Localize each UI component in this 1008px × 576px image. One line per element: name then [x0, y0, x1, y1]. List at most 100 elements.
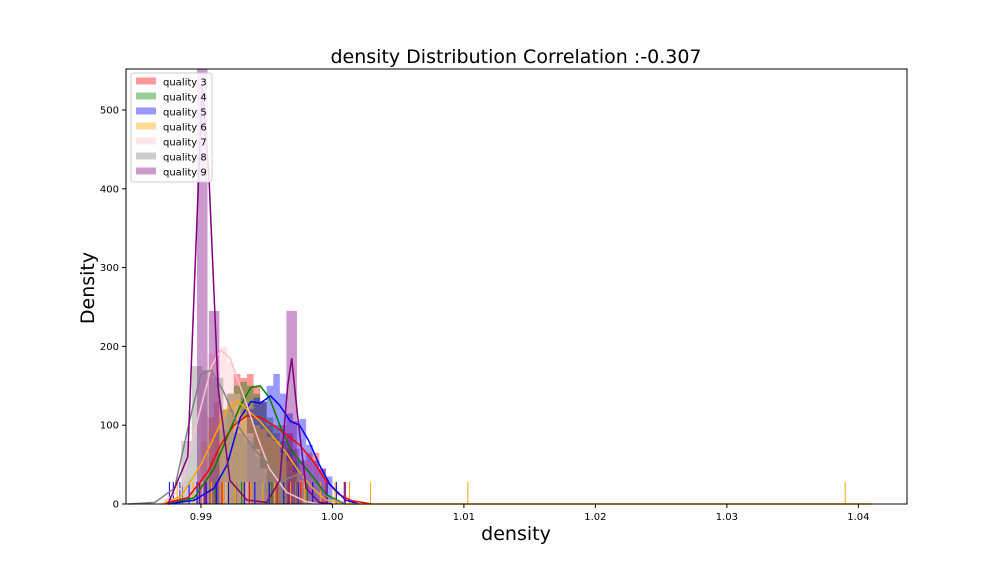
legend-label: quality 5 [163, 108, 207, 119]
hist-bar-3-2 [220, 429, 228, 504]
kde-line-quality-5 [167, 395, 359, 505]
hist-bar-7-8 [253, 448, 261, 504]
hist-bar-8-5 [233, 433, 245, 504]
hist-bar-7-1 [207, 354, 215, 504]
hist-bar-3-16 [312, 452, 320, 504]
kde-layer [128, 86, 872, 505]
hist-bar-4-9 [266, 417, 274, 504]
hist-bar-5-12 [325, 476, 333, 504]
hist-bar-7-3 [220, 346, 228, 504]
hist-bar-5-9 [306, 444, 313, 504]
legend-label: quality 6 [163, 123, 207, 134]
hist-bar-6-3 [220, 409, 228, 504]
hist-bar-4-11 [279, 440, 287, 504]
hist-bar-8-4 [223, 409, 234, 504]
hist-bar-8-1 [191, 366, 203, 504]
hist-bar-9-2 [286, 310, 297, 504]
hist-bar-3-3 [227, 393, 234, 504]
x-tick-label: 1.03 [716, 512, 738, 523]
legend-label: quality 9 [163, 168, 207, 179]
legend-swatch [136, 92, 156, 100]
hist-bar-6-13 [286, 460, 293, 504]
hist-bar-3-4 [233, 373, 241, 504]
hist-bar-3-10 [273, 433, 280, 504]
x-tick-label: 1.04 [847, 512, 869, 523]
legend-label: quality 8 [163, 153, 207, 164]
hist-bar-4-4 [233, 385, 241, 504]
hist-bar-8-8 [265, 472, 276, 504]
hist-bar-6-8 [253, 425, 261, 504]
hist-bar-3-14 [299, 460, 307, 504]
hist-bar-3-7 [253, 385, 261, 504]
hist-bar-6-15 [299, 480, 307, 504]
plot-frame [125, 68, 908, 505]
hist-bar-5-11 [319, 468, 326, 504]
x-axis-ticks: 0.99 1.00 1.01 1.02 1.03 1.04 [190, 504, 869, 523]
hist-bar-9-1 [208, 310, 220, 504]
y-tick-label: 500 [100, 105, 119, 116]
hist-bar-7-6 [240, 417, 247, 504]
hist-bar-3-0 [207, 417, 215, 504]
x-axis-label: density [481, 523, 551, 545]
hist-bar-5-3 [266, 385, 274, 504]
legend-swatch [136, 167, 156, 175]
hist-bar-5-0 [246, 409, 254, 504]
hist-bar-7-2 [214, 350, 221, 504]
hist-bar-8-2 [202, 370, 213, 504]
legend-label: quality 3 [163, 78, 207, 89]
x-tick-label: 0.99 [190, 512, 212, 523]
hist-bar-3-5 [240, 377, 247, 504]
hist-bar-8-6 [244, 440, 255, 504]
hist-bar-4-5 [240, 381, 247, 504]
hist-bar-8-11 [296, 488, 308, 504]
hist-bar-6-7 [246, 417, 254, 504]
legend-swatch [136, 152, 156, 160]
legend-frame [130, 72, 213, 183]
hist-bar-6-9 [260, 429, 267, 504]
hist-bar-5-4 [273, 373, 280, 504]
hist-bar-9-0 [197, 69, 208, 504]
hist-bar-6-0 [200, 440, 208, 504]
x-tick-label: 1.02 [584, 512, 606, 523]
hist-bar-6-5 [233, 405, 241, 504]
legend: quality 3 quality 4 quality 5 quality 6 qual… [130, 72, 213, 183]
legend-swatch [136, 107, 156, 115]
kde-line-quality-7 [161, 349, 320, 505]
hist-bar-4-7 [253, 393, 261, 504]
legend-label: quality 7 [163, 138, 207, 149]
y-tick-label: 0 [113, 500, 119, 511]
hist-bar-5-10 [312, 460, 320, 504]
hist-bar-6-14 [292, 472, 300, 504]
y-axis-ticks: 0 100 200 300 400 500 [100, 105, 126, 511]
hist-bar-4-1 [214, 429, 221, 504]
hist-bar-3-17 [319, 468, 326, 504]
legend-swatch [136, 137, 156, 145]
hist-bar-7-4 [227, 362, 234, 504]
hist-bar-7-5 [233, 393, 241, 504]
legend-swatch [136, 77, 156, 85]
hist-bar-4-10 [273, 425, 280, 504]
hist-bar-3-12 [286, 433, 293, 504]
hist-bar-4-12 [286, 448, 293, 504]
hist-bar-3-13 [292, 448, 300, 504]
hist-bar-4-0 [207, 456, 215, 504]
y-tick-label: 300 [100, 263, 119, 274]
kde-line-quality-6 [161, 400, 872, 505]
hist-bar-3-6 [246, 373, 254, 504]
y-tick-label: 200 [100, 342, 119, 353]
x-tick-label: 1.01 [453, 512, 475, 523]
hist-bar-8-3 [212, 377, 224, 504]
hist-bar-4-13 [292, 460, 300, 504]
kde-line-quality-4 [167, 384, 346, 505]
y-axis-label: Density [77, 252, 99, 324]
y-tick-label: 100 [100, 421, 119, 432]
hist-bar-4-2 [220, 409, 228, 504]
hist-bar-5-1 [253, 397, 261, 504]
hist-bar-8-7 [254, 456, 266, 504]
hist-bar-8-9 [275, 480, 287, 504]
hist-bar-6-6 [240, 413, 247, 504]
legend-swatch [136, 122, 156, 130]
kde-line-quality-8 [128, 369, 346, 505]
hist-bar-8-0 [181, 440, 192, 504]
